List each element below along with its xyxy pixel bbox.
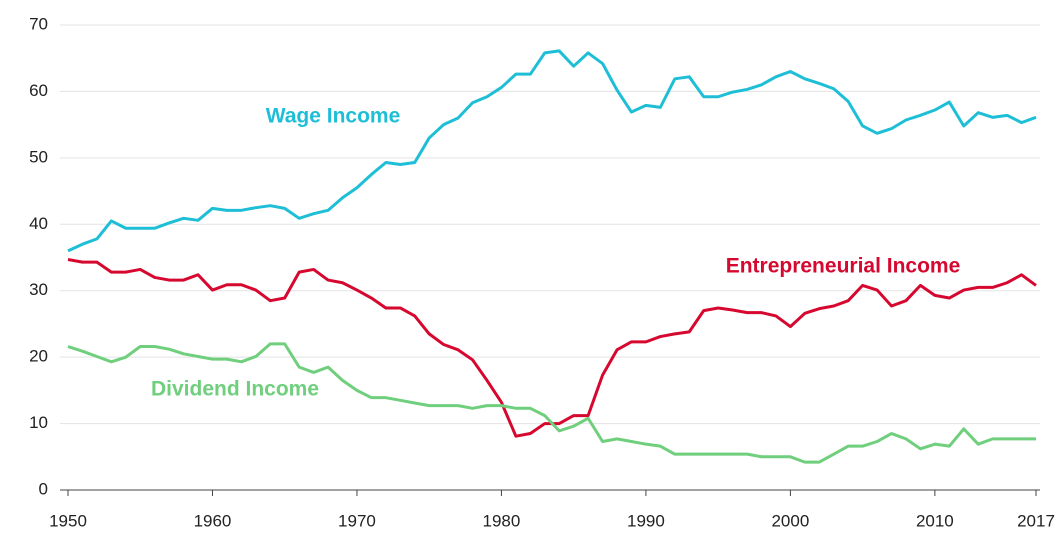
series-label: Entrepreneurial Income — [726, 255, 961, 278]
y-tick-label: 70 — [29, 14, 48, 33]
x-tick-label: 2010 — [916, 511, 954, 530]
x-tick-label: 2017 — [1017, 511, 1055, 530]
y-tick-label: 0 — [39, 479, 48, 498]
series-label: Dividend Income — [151, 378, 319, 401]
y-tick-label: 40 — [29, 214, 48, 233]
series-line — [67, 342, 1036, 464]
x-tick-label: 1960 — [194, 511, 232, 530]
series-label: Wage Income — [266, 105, 401, 128]
y-tick-label: 60 — [29, 81, 48, 100]
x-tick-label: 1950 — [49, 511, 87, 530]
x-tick-label: 1990 — [627, 511, 665, 530]
x-tick-label: 2000 — [771, 511, 809, 530]
y-tick-label: 50 — [29, 147, 48, 166]
series-line — [67, 258, 1037, 438]
x-tick-label: 1980 — [483, 511, 521, 530]
y-tick-label: 20 — [29, 347, 48, 366]
x-tick-label: 1970 — [338, 511, 376, 530]
series-line — [67, 49, 1037, 253]
y-tick-label: 30 — [29, 280, 48, 299]
y-tick-label: 10 — [29, 413, 48, 432]
